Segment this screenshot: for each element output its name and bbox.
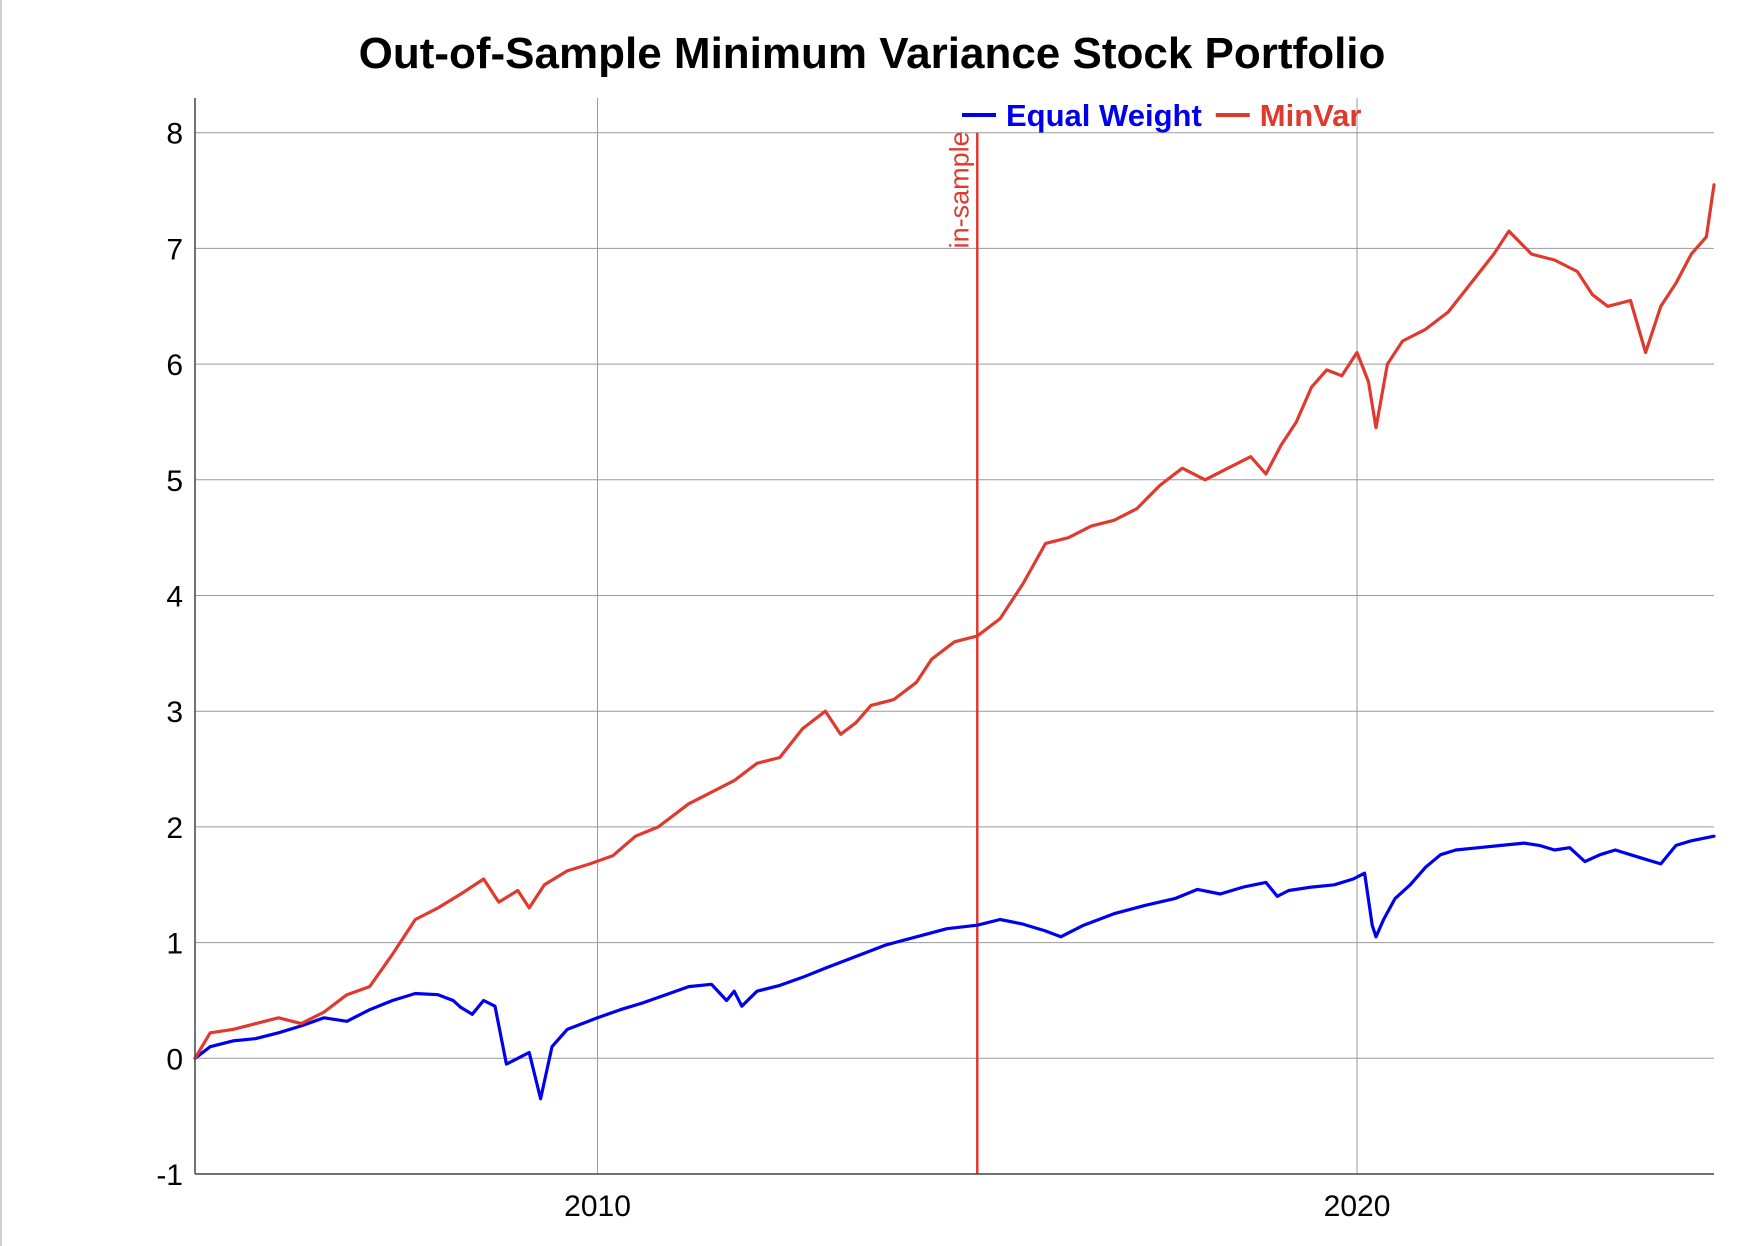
- y-tick-label: 0: [166, 1043, 183, 1076]
- y-tick-label: 1: [166, 928, 183, 961]
- y-tick-label: 2: [166, 812, 183, 845]
- grid-layer: [195, 98, 1714, 1175]
- y-tick-label: 4: [166, 581, 183, 614]
- in-sample-label: in-sample: [944, 131, 974, 248]
- series-line-equal-weight: [193, 834, 1716, 1101]
- y-tick-label: 3: [166, 696, 183, 729]
- y-tick-label: 7: [166, 233, 183, 266]
- legend: Equal Weight MinVar: [962, 98, 1361, 133]
- legend-label: MinVar: [1260, 98, 1362, 133]
- x-tick-label: 2020: [1324, 1190, 1391, 1223]
- axis-layer: -1 0 1 2 3 4 5 6 7 8 2010 2020: [156, 98, 1714, 1223]
- y-tick-label: 8: [166, 118, 183, 151]
- y-tick-label: 5: [166, 465, 183, 498]
- y-tick-label: 6: [166, 349, 183, 382]
- x-tick-label: 2010: [564, 1190, 631, 1223]
- series-line-minvar: [193, 183, 1716, 1060]
- series-layer: [193, 183, 1716, 1101]
- legend-label: Equal Weight: [1006, 98, 1202, 133]
- chart-title: Out-of-Sample Minimum Variance Stock Por…: [359, 29, 1386, 78]
- in-sample-marker: in-sample: [944, 131, 979, 1174]
- y-tick-label: -1: [156, 1159, 183, 1192]
